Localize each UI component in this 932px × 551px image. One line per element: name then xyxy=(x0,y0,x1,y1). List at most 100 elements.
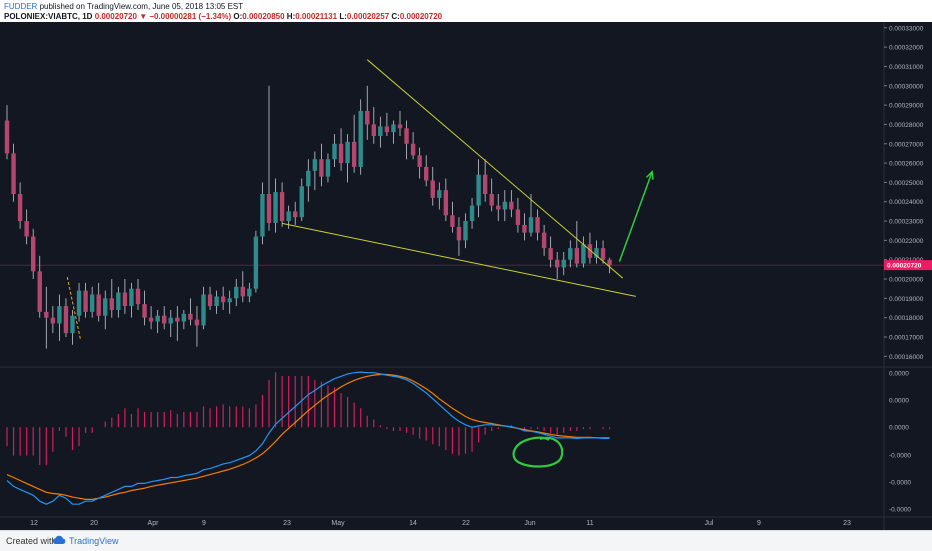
candle-body xyxy=(37,271,42,312)
price-axis[interactable]: 0.00033000 0.00032000 0.00031000 0.00030000… xyxy=(883,22,932,530)
candle-body xyxy=(358,110,363,167)
candle-body xyxy=(443,190,449,216)
last-price-label: 0.00020720 xyxy=(887,263,922,270)
macd-tick-label: 0.0000 xyxy=(889,371,909,378)
bullish-arrow-shaft xyxy=(618,171,653,262)
last-price-value: 0.00020720 xyxy=(94,12,137,21)
candle-body xyxy=(515,209,521,225)
price-pane[interactable] xyxy=(0,85,932,368)
candle-body xyxy=(319,159,324,177)
candle-body xyxy=(509,201,514,210)
upper-trendline xyxy=(366,59,624,279)
candle-body xyxy=(535,217,540,233)
price-tick-label: 0.00032000 xyxy=(889,45,924,52)
candle-body xyxy=(607,259,612,266)
candle-body xyxy=(181,313,187,322)
candle-body xyxy=(162,315,167,324)
candle-body xyxy=(482,174,488,194)
time-axis[interactable]: 12 20 Apr 9 23 May 14 22 Jun 11 Jul 9 23 xyxy=(30,520,851,527)
candle-body xyxy=(194,319,200,326)
candle-body xyxy=(266,194,272,223)
high-value: 0.00021131 xyxy=(295,12,338,21)
candle-body xyxy=(587,244,593,258)
candle-body xyxy=(450,215,455,227)
price-tick-label: 0.00018000 xyxy=(889,315,924,322)
price-tick-label: 0.00031000 xyxy=(889,64,924,71)
candle-body xyxy=(50,317,56,324)
time-tick-label: 14 xyxy=(409,520,417,527)
price-tick-label: 0.00033000 xyxy=(889,25,924,32)
macd-tick-label: 0.0000 xyxy=(889,398,909,405)
candle-body xyxy=(528,217,534,233)
candle-body xyxy=(247,288,252,297)
candle-body xyxy=(129,288,134,307)
price-tick-label: 0.00026000 xyxy=(889,161,924,168)
price-tick-label: 0.00023000 xyxy=(889,219,924,226)
price-tick-label: 0.00019000 xyxy=(889,296,924,303)
time-tick-label: 23 xyxy=(843,520,851,527)
close-value: 0.00020720 xyxy=(399,12,443,21)
time-tick-label: Apr xyxy=(148,520,160,527)
chart-svg[interactable]: 0.00033000 0.00032000 0.00031000 0.00030000… xyxy=(0,22,932,530)
chart-header: FUDDER published on TradingView.com, Jun… xyxy=(0,0,932,22)
candle-body xyxy=(83,290,88,312)
candle-body xyxy=(417,155,422,167)
chart-area[interactable]: 0.00033000 0.00032000 0.00031000 0.00030000… xyxy=(0,22,932,530)
candle-body xyxy=(293,211,298,218)
candle-body xyxy=(168,317,173,324)
candle-body xyxy=(469,205,475,222)
candle-body xyxy=(286,211,291,222)
candle-body xyxy=(463,221,468,241)
open-label: O: xyxy=(233,12,243,21)
candle-body xyxy=(76,290,82,316)
candle-body xyxy=(378,126,383,137)
macd-pane[interactable] xyxy=(0,371,932,518)
candle-body xyxy=(410,143,416,156)
candle-body xyxy=(365,110,370,125)
candle-body xyxy=(188,313,193,320)
candle-body xyxy=(109,298,114,310)
macd-line xyxy=(6,371,610,505)
candle-body xyxy=(345,141,350,164)
dashed-marker xyxy=(66,276,81,340)
time-tick-label: Jun xyxy=(524,520,535,527)
candle-body xyxy=(404,128,409,144)
candle-body xyxy=(555,259,560,268)
candle-body xyxy=(456,226,462,241)
tradingview-brand[interactable]: TradingView xyxy=(69,536,119,546)
candle-body xyxy=(522,224,527,233)
candle-body xyxy=(11,153,16,194)
candle-body xyxy=(220,296,226,303)
time-tick-label: 11 xyxy=(586,520,593,527)
low-value: 0.00020257 xyxy=(346,12,390,21)
candle-body xyxy=(63,306,69,334)
price-tick-label: 0.00024000 xyxy=(889,199,924,206)
candle-body xyxy=(391,124,396,133)
publisher-link[interactable]: FUDDER xyxy=(4,2,38,11)
price-tick-label: 0.00016000 xyxy=(889,354,924,361)
candle-body xyxy=(122,292,128,307)
candle-body xyxy=(175,317,180,322)
change-value: ▼ −0.00000281 (−1.34%) xyxy=(139,12,232,21)
candle-body xyxy=(325,159,331,177)
candle-body xyxy=(384,126,390,133)
candle-body xyxy=(312,159,318,171)
created-with-text: Created with xyxy=(6,536,57,546)
price-tick-label: 0.00022000 xyxy=(889,238,924,245)
candle-body xyxy=(541,232,547,249)
candle-body xyxy=(116,292,121,310)
candle-body xyxy=(207,294,213,307)
candle-body xyxy=(44,311,49,318)
candle-body xyxy=(17,194,23,222)
time-tick-label: 9 xyxy=(757,520,761,527)
symbol-label[interactable]: POLONIEX:VIABTC, 1D xyxy=(4,12,93,21)
bullish-arrow-head xyxy=(645,170,654,180)
candle-body xyxy=(496,205,501,210)
candle-body xyxy=(201,294,206,326)
crossover-circle xyxy=(512,436,564,468)
candle-body xyxy=(24,221,29,237)
candle-body xyxy=(397,124,403,129)
candle-body xyxy=(568,248,573,260)
candle-body xyxy=(306,170,311,187)
open-value: 0.00020850 xyxy=(242,12,285,21)
